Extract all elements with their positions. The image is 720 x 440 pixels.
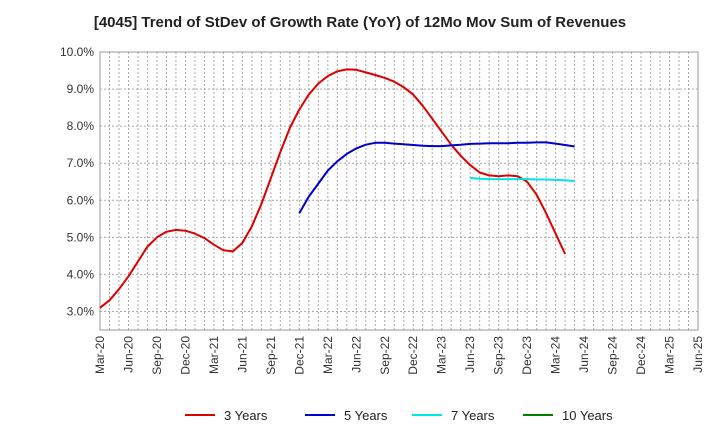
legend-label: 10 Years <box>562 408 613 423</box>
x-tick-label: Dec-22 <box>406 336 420 375</box>
x-tick-label: Jun-21 <box>235 336 249 373</box>
series-layer <box>99 68 575 309</box>
x-tick-label: Sep-20 <box>150 336 164 375</box>
x-tick-label: Jun-25 <box>691 336 705 373</box>
legend: 3 Years 5 Years 7 Years 10 Years <box>185 408 613 423</box>
y-tick-label: 9.0% <box>67 82 95 96</box>
y-tick-label: 10.0% <box>60 45 94 59</box>
x-tick-label: Dec-20 <box>178 336 192 375</box>
chart-title: [4045] Trend of StDev of Growth Rate (Yo… <box>93 14 627 31</box>
y-tick-label: 4.0% <box>67 267 95 281</box>
x-tick-label: Sep-22 <box>378 336 392 375</box>
x-tick-label: Jun-22 <box>349 336 363 373</box>
y-axis-ticks: 3.0% 4.0% 5.0% 6.0% 7.0% 8.0% 9.0% 10.0% <box>60 45 94 318</box>
x-tick-label: Dec-21 <box>292 336 306 375</box>
x-tick-label: Jun-23 <box>463 336 477 373</box>
x-tick-label: Dec-23 <box>520 336 534 375</box>
x-tick-label: Sep-23 <box>492 336 506 375</box>
legend-label: 7 Years <box>451 408 495 423</box>
x-tick-label: Jun-20 <box>121 336 135 373</box>
series-line-7-years <box>470 177 575 182</box>
y-tick-label: 7.0% <box>67 156 95 170</box>
x-tick-label: Mar-24 <box>549 336 563 374</box>
y-tick-label: 5.0% <box>67 230 95 244</box>
y-tick-label: 3.0% <box>67 304 95 318</box>
x-tick-label: Mar-21 <box>207 336 221 374</box>
x-tick-label: Dec-24 <box>634 336 648 375</box>
series-line-5-years <box>298 141 575 214</box>
x-tick-label: Mar-20 <box>93 336 107 374</box>
x-tick-label: Sep-24 <box>606 336 620 375</box>
x-tick-label: Mar-25 <box>663 336 677 374</box>
x-tick-label: Mar-23 <box>435 336 449 374</box>
x-axis-ticks: Mar-20 Jun-20 Sep-20 Dec-20 Mar-21 Jun-21 Sep-… <box>93 336 705 375</box>
y-tick-label: 8.0% <box>67 119 95 133</box>
x-tick-label: Jun-24 <box>577 336 591 373</box>
legend-label: 5 Years <box>344 408 388 423</box>
plot-area-frame <box>99 51 699 331</box>
legend-label: 3 Years <box>224 408 268 423</box>
y-tick-label: 6.0% <box>67 193 95 207</box>
x-tick-label: Sep-21 <box>264 336 278 375</box>
x-tick-label: Mar-22 <box>321 336 335 374</box>
series-line-3-years <box>99 68 567 309</box>
grid-layer <box>100 51 698 330</box>
